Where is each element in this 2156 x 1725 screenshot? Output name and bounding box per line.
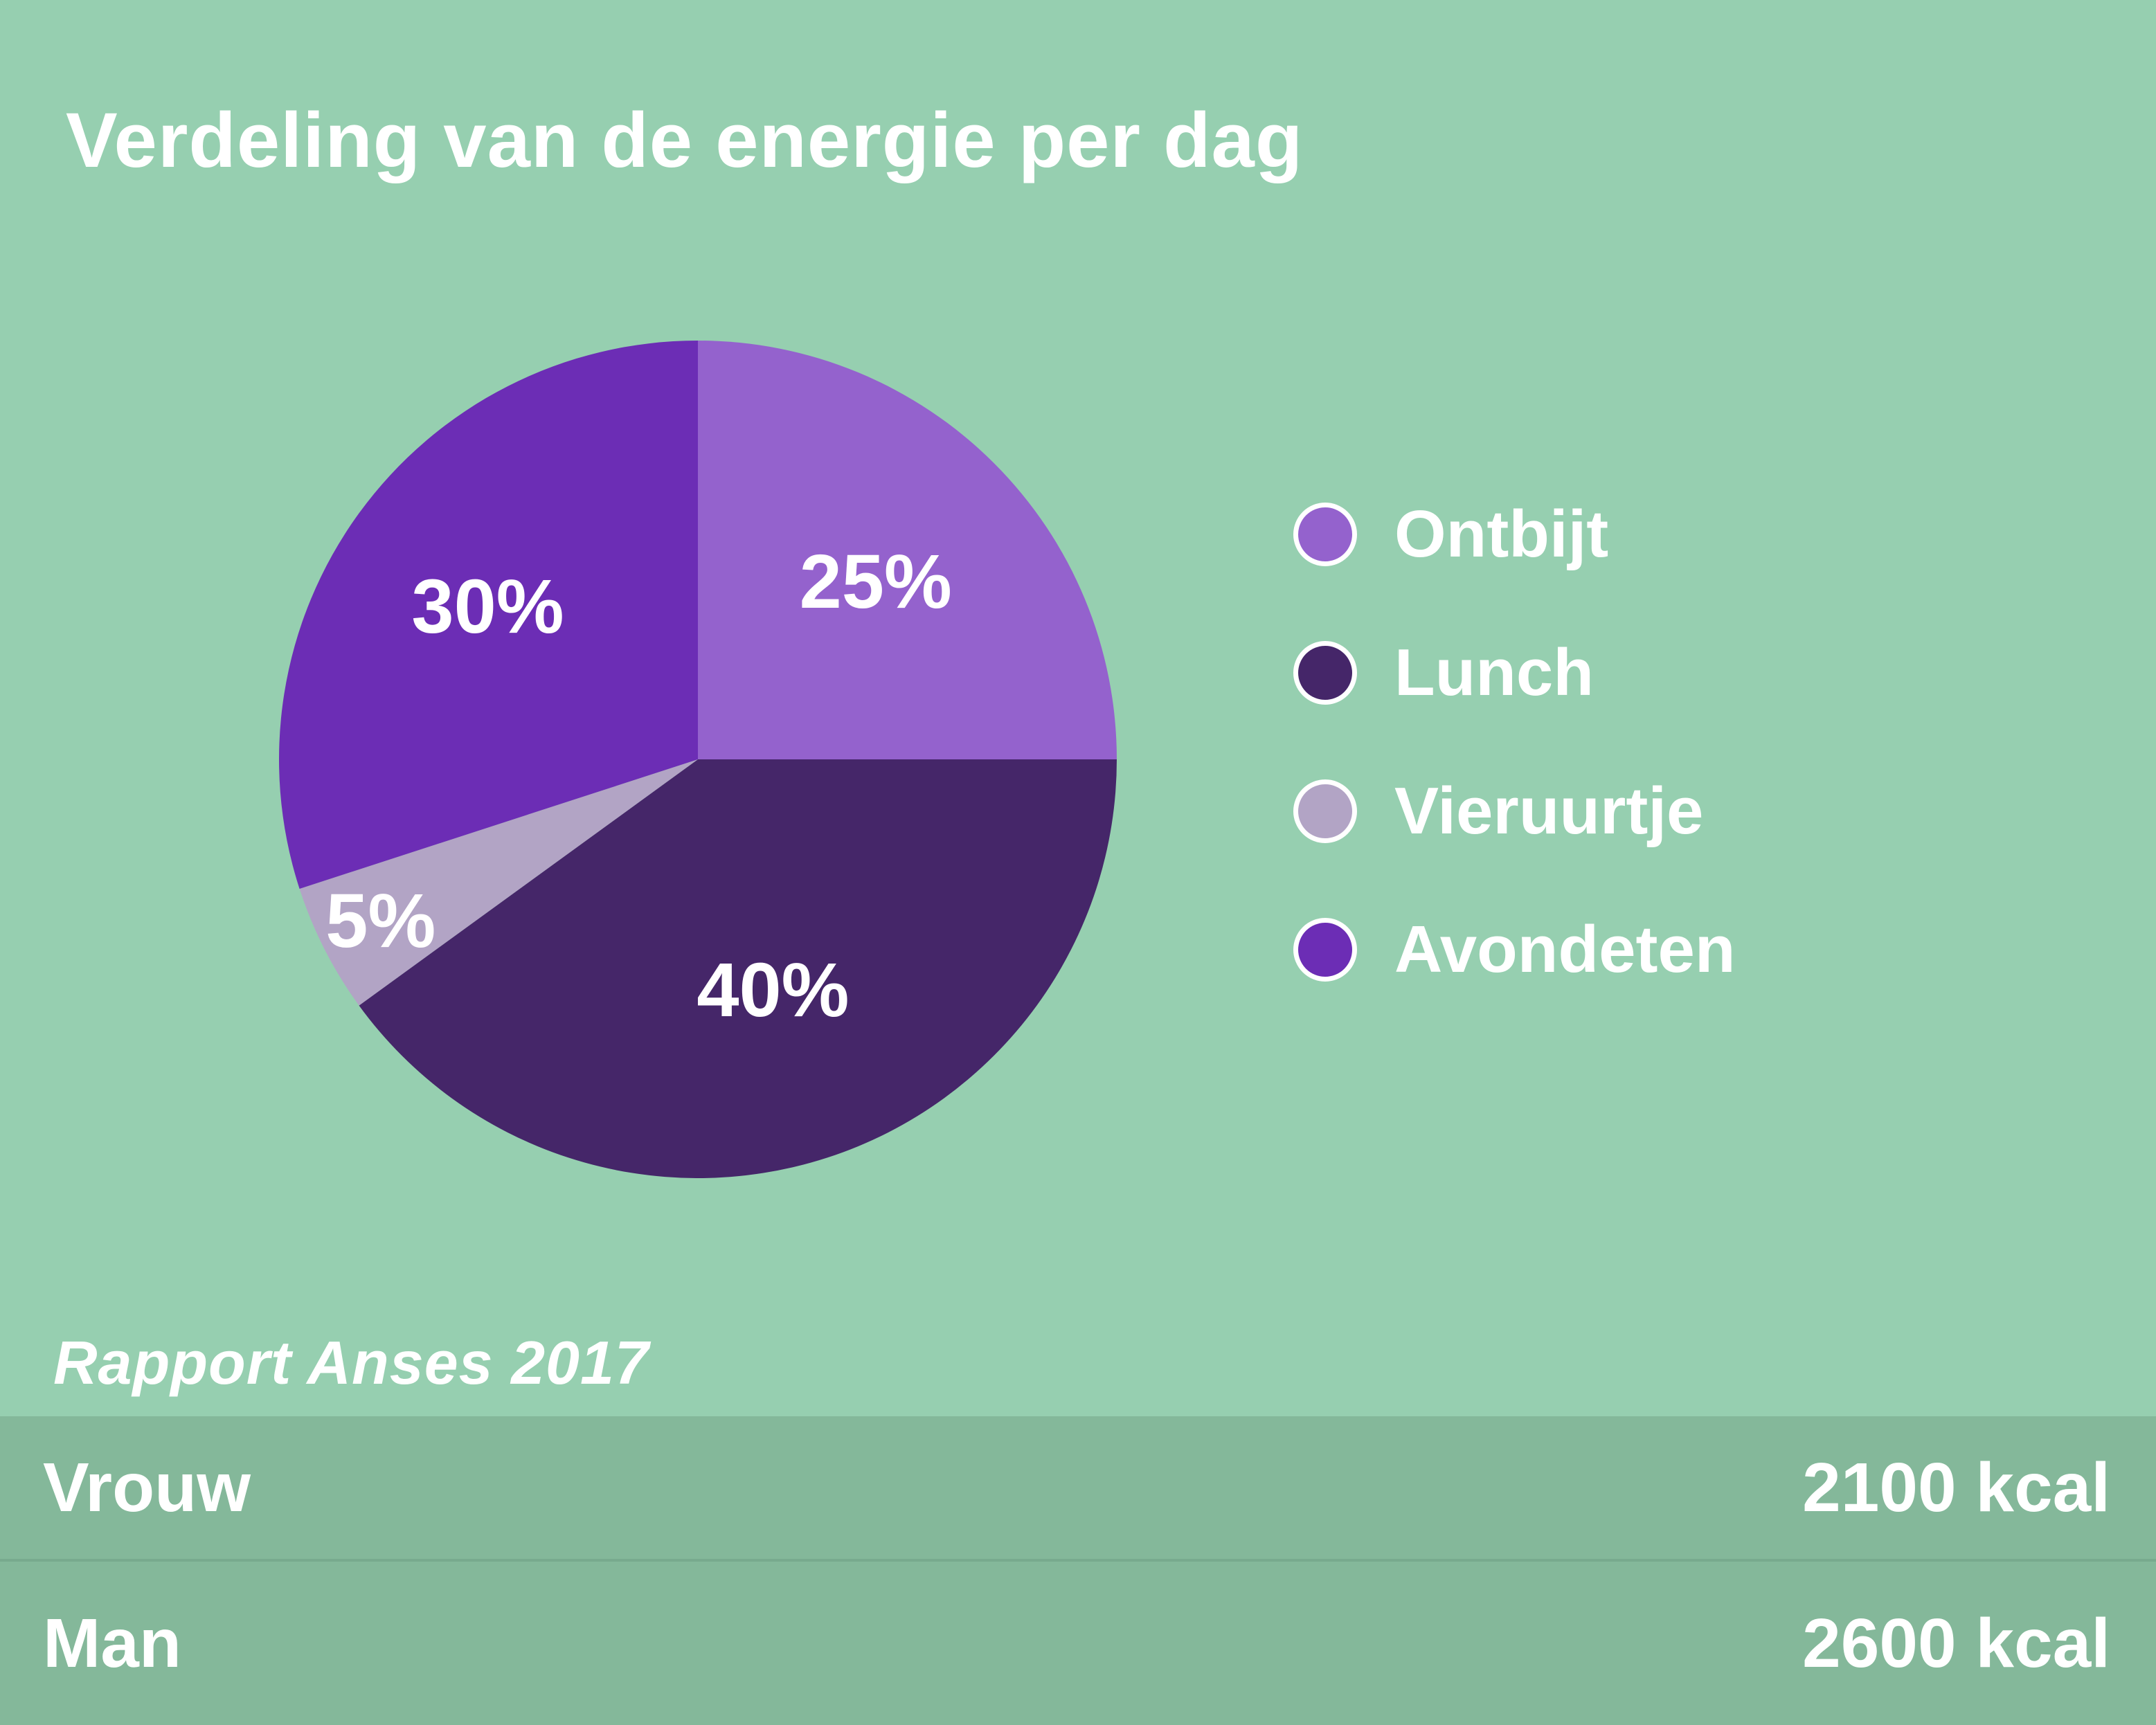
legend-label-vieruurtje: Vieruurtje (1394, 774, 1704, 848)
legend-swatch-lunch (1293, 641, 1357, 705)
page-title: Verdeling van de energie per dag (66, 97, 1304, 183)
legend-swatch-avondeten (1293, 918, 1357, 982)
pie-slice-ontbijt (698, 341, 1117, 759)
energy-table: Vrouw 2100 kcal Man 2600 kcal (0, 1416, 2156, 1725)
legend-item-ontbijt: Ontbijt (1293, 465, 1735, 604)
legend-item-vieruurtje: Vieruurtje (1293, 742, 1735, 880)
energy-row-label-man: Man (43, 1605, 181, 1682)
pie-chart: 25% 40% 5% 30% (279, 341, 1117, 1178)
legend-item-lunch: Lunch (1293, 604, 1735, 742)
pie-slice-avondeten (279, 341, 698, 889)
legend-label-avondeten: Avondeten (1394, 912, 1736, 986)
legend-swatch-ontbijt (1293, 503, 1357, 566)
energy-row-value-man: 2600 kcal (1802, 1605, 2110, 1682)
legend-label-lunch: Lunch (1394, 635, 1594, 710)
legend-swatch-vieruurtje (1293, 779, 1357, 843)
pie-slice-lunch (359, 759, 1117, 1178)
energy-row-value-vrouw: 2100 kcal (1802, 1449, 2110, 1526)
pie-chart-svg: 25% 40% 5% 30% (279, 341, 1117, 1178)
energy-row-vrouw: Vrouw 2100 kcal (0, 1416, 2156, 1559)
energy-row-label-vrouw: Vrouw (43, 1449, 251, 1526)
legend: Ontbijt Lunch Vieruurtje Avondeten (1293, 465, 1735, 1019)
pie-slice-label-ontbijt: 25% (800, 539, 952, 624)
pie-slice-label-vieruurtje: 5% (325, 878, 435, 964)
pie-slice-label-avondeten: 30% (411, 564, 564, 649)
pie-slice-label-lunch: 40% (697, 948, 849, 1033)
pie-slice-vieruurtje (299, 759, 698, 1006)
legend-item-avondeten: Avondeten (1293, 880, 1735, 1019)
energy-row-man: Man 2600 kcal (0, 1559, 2156, 1725)
legend-label-ontbijt: Ontbijt (1394, 497, 1609, 571)
source-note: Rapport Anses 2017 (53, 1328, 649, 1397)
